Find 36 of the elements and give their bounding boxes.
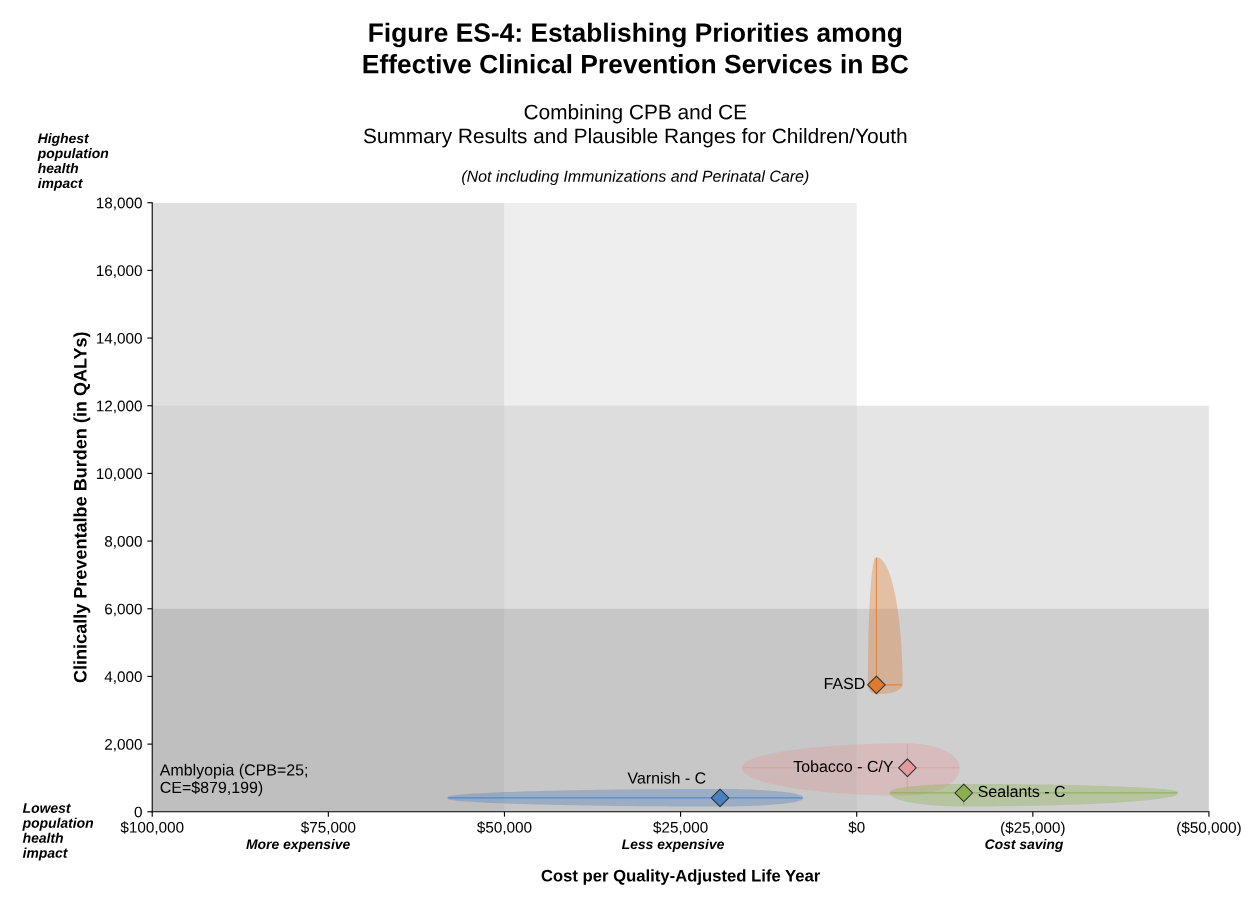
y-tick-label: 8,000 bbox=[104, 535, 142, 549]
text: Less expensive bbox=[621, 838, 724, 852]
point bbox=[954, 783, 974, 803]
y-tick-label: 16,000 bbox=[96, 265, 142, 278]
text: More expensive bbox=[246, 838, 350, 852]
x-tick-label: ($25,000) bbox=[1001, 821, 1065, 836]
x-tick-label: $0 bbox=[848, 821, 865, 834]
chart-title: Figure ES-4: Establishing Priorities among Effective Clinical Prevention Services in BC bbox=[363, 22, 909, 74]
point bbox=[898, 758, 917, 778]
point bbox=[867, 675, 886, 695]
series-label: Sealants - C bbox=[978, 785, 1065, 798]
point bbox=[710, 788, 730, 808]
text: (Not including Immunizations and Perinatal Care) bbox=[462, 170, 809, 186]
y-tick-label: 6,000 bbox=[105, 603, 142, 617]
text: Cost saving bbox=[985, 838, 1064, 852]
x-tick-label: $100,000 bbox=[120, 821, 184, 835]
text: Highest population health impact bbox=[37, 133, 109, 191]
y-tick-label: 14,000 bbox=[96, 332, 142, 346]
annotation: Amblyopia (CPB=25; CE=$879,199) bbox=[159, 763, 308, 797]
x-tick-label: ($50,000) bbox=[1177, 821, 1241, 836]
x-axis-title: Cost per Quality-Adjusted Life Year bbox=[541, 869, 821, 885]
x-tick-label: $50,000 bbox=[477, 821, 532, 835]
y-tick-label: 4,000 bbox=[104, 671, 142, 684]
chart-subtitle: Combining CPB and CE Summary Results and Plausible Ranges for Children/Youth bbox=[363, 104, 907, 148]
series-label: FASD bbox=[824, 677, 865, 690]
x-tick-label: $75,000 bbox=[300, 821, 356, 835]
y-tick-label: 10,000 bbox=[96, 468, 142, 481]
x-tick-label: $25,000 bbox=[653, 821, 708, 835]
text: Lowest population health impact bbox=[22, 803, 94, 861]
y-tick-label: 0 bbox=[134, 806, 142, 818]
y-tick-label: 12,000 bbox=[96, 400, 142, 414]
y-tick-label: 2,000 bbox=[105, 738, 142, 752]
y-axis-title: Clinically Preventalbe Burden (in QALYs) bbox=[73, 332, 91, 683]
series-label: Varnish - C bbox=[627, 771, 706, 784]
y-tick-label: 18,000 bbox=[96, 197, 142, 211]
series-label: Tobacco - C/Y bbox=[793, 760, 894, 773]
